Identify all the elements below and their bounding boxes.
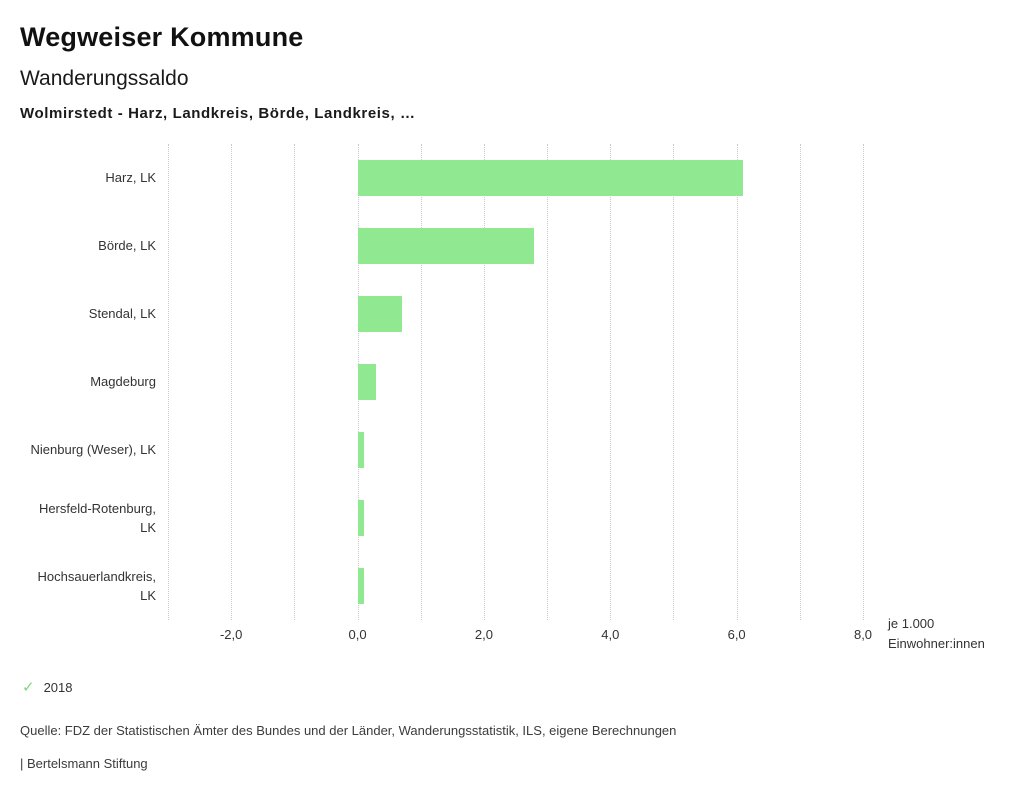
bar-2018[interactable] — [357, 296, 402, 332]
row-plot — [168, 552, 863, 620]
x-tick-label: 2,0 — [474, 627, 493, 642]
gridline — [610, 144, 612, 620]
chart-description: Wolmirstedt - Harz, Landkreis, Börde, La… — [20, 105, 416, 122]
row-plot — [168, 212, 863, 280]
chart-title: Wanderungssaldo — [20, 67, 189, 90]
x-axis: -2,0 0,0 2,0 4,0 6,0 8,0 — [168, 620, 872, 646]
bar-2018[interactable] — [357, 364, 377, 400]
gridline — [547, 144, 549, 620]
bar-2018[interactable] — [357, 500, 364, 536]
category-label: Magdeburg — [90, 374, 156, 390]
gridline — [863, 144, 864, 620]
row-plot — [168, 348, 863, 416]
category-label: Börde, LK — [98, 238, 156, 254]
category-label: Hochsauerlandkreis, LK — [37, 568, 156, 604]
category-label: Nienburg (Weser), LK — [30, 442, 156, 458]
chart-row: Hochsauerlandkreis, LK — [20, 552, 1004, 620]
gridline — [420, 144, 422, 620]
bar-2018[interactable] — [357, 228, 535, 264]
chart-row: Nienburg (Weser), LK — [20, 416, 1004, 484]
legend-label: 2018 — [43, 680, 73, 695]
row-plot — [168, 144, 863, 212]
gridline — [673, 144, 675, 620]
row-plot — [168, 416, 863, 484]
chart-row: Börde, LK — [20, 212, 1004, 280]
chart-rows: Harz, LK Börde, LK Stendal, LK Magdeburg Nie… — [20, 144, 1004, 620]
gridline — [736, 144, 738, 620]
x-tick-label: -2,0 — [219, 627, 243, 642]
gridline — [483, 144, 485, 620]
report-page: Wegweiser Kommune Wanderungssaldo Wolmir… — [20, 22, 1004, 771]
category-label: Hersfeld-Rotenburg, LK — [38, 500, 156, 536]
gridline — [231, 144, 233, 620]
chart-row: Harz, LK — [20, 144, 1004, 212]
category-label: Stendal, LK — [88, 306, 156, 322]
chart-row: Stendal, LK — [20, 280, 1004, 348]
x-tick-label: 0,0 — [348, 627, 367, 642]
axis-unit-line2: Einwohner:innen — [888, 635, 985, 651]
axis-unit-line1: je 1.000 — [888, 615, 935, 631]
bar-chart: Harz, LK Börde, LK Stendal, LK Magdeburg Nie… — [20, 144, 1004, 651]
attribution: | Bertelsmann Stiftung — [20, 756, 148, 771]
x-tick-label: 8,0 — [853, 627, 873, 642]
chart-row: Magdeburg — [20, 348, 1004, 416]
chart-row: Hersfeld-Rotenburg, LK — [20, 484, 1004, 552]
gridline — [168, 144, 169, 620]
row-plot — [168, 280, 863, 348]
bar-2018[interactable] — [357, 568, 364, 604]
check-icon: ✓ — [22, 679, 35, 696]
bar-2018[interactable] — [357, 432, 364, 468]
gridline — [799, 144, 801, 620]
source-note: Quelle: FDZ der Statistischen Ämter des … — [20, 723, 677, 738]
legend[interactable]: ✓ 2018 — [20, 680, 1004, 695]
chart-plot-area: Harz, LK Börde, LK Stendal, LK Magdeburg Nie… — [20, 144, 1004, 620]
row-plot — [168, 484, 863, 552]
x-tick-label: 4,0 — [601, 627, 620, 642]
page-title: Wegweiser Kommune — [20, 22, 304, 52]
bar-2018[interactable] — [357, 160, 743, 196]
axis-unit-label: je 1.000 Einwohner:innen — [888, 614, 985, 654]
category-label: Harz, LK — [105, 170, 156, 186]
x-tick-label: 6,0 — [727, 627, 746, 642]
gridline — [294, 144, 296, 620]
